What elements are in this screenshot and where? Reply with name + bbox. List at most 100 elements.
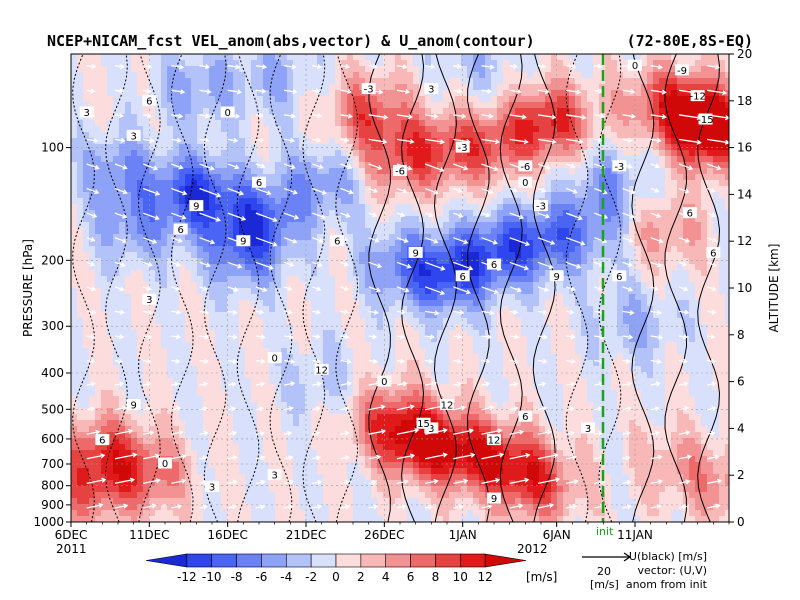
heatmap-cell [155,294,162,301]
heatmap-cell [77,276,84,283]
heatmap-cell [173,156,180,163]
heatmap-cell [389,66,396,73]
heatmap-cell [383,444,390,451]
heatmap-cell [149,132,156,139]
heatmap-cell [365,348,372,355]
heatmap-cell [71,162,78,169]
heatmap-cell [161,330,168,337]
heatmap-cell [95,198,102,205]
heatmap-cell [413,222,420,229]
heatmap-cell [269,462,276,469]
heatmap-cell [431,234,438,241]
heatmap-cell [377,258,384,265]
heatmap-cell [71,360,78,367]
heatmap-cell [83,96,90,103]
heatmap-cell [197,360,204,367]
heatmap-cell [371,306,378,313]
heatmap-cell [107,204,114,211]
heatmap-cell [317,258,324,265]
heatmap-cell [209,414,216,421]
heatmap-cell [179,168,186,175]
heatmap-cell [341,456,348,463]
heatmap-cell [221,306,228,313]
heatmap-cell [83,198,90,205]
heatmap-cell [185,210,192,217]
heatmap-cell [299,390,306,397]
heatmap-cell [419,468,426,475]
heatmap-cell [119,282,126,289]
heatmap-cell [221,378,228,385]
heatmap-cell [311,372,318,379]
heatmap-cell [161,276,168,283]
heatmap-cell [353,324,360,331]
heatmap-cell [89,300,96,307]
heatmap-cell [119,348,126,355]
heatmap-cell [131,210,138,217]
heatmap-cell [287,342,294,349]
heatmap-cell [185,114,192,121]
heatmap-cell [437,84,444,91]
heatmap-cell [185,180,192,187]
heatmap-cell [77,180,84,187]
heatmap-cell [209,294,216,301]
heatmap-cell [257,474,264,481]
heatmap-cell [143,210,150,217]
heatmap-cell [353,78,360,85]
heatmap-cell [185,294,192,301]
heatmap-cell [185,432,192,439]
heatmap-cell [185,156,192,163]
heatmap-cell [221,366,228,373]
heatmap-cell [341,150,348,157]
heatmap-cell [413,366,420,373]
heatmap-cell [173,216,180,223]
heatmap-cell [431,150,438,157]
heatmap-cell [209,96,216,103]
heatmap-cell [185,60,192,67]
heatmap-cell [311,276,318,283]
heatmap-cell [341,156,348,163]
heatmap-cell [125,156,132,163]
heatmap-cell [137,276,144,283]
heatmap-cell [425,306,432,313]
heatmap-cell [95,474,102,481]
heatmap-cell [257,54,264,61]
heatmap-cell [305,408,312,415]
heatmap-cell [221,102,228,109]
heatmap-cell [89,126,96,133]
heatmap-cell [119,480,126,487]
heatmap-cell [437,294,444,301]
heatmap-cell [305,54,312,61]
heatmap-cell [77,216,84,223]
heatmap-cell [395,402,402,409]
heatmap-cell [425,150,432,157]
heatmap-cell [83,228,90,235]
heatmap-cell [395,516,402,522]
heatmap-cell [161,396,168,403]
heatmap-cell [407,162,414,169]
heatmap-cell [143,126,150,133]
heatmap-cell [299,258,306,265]
heatmap-cell [251,342,258,349]
heatmap-cell [377,246,384,253]
heatmap-cell [77,474,84,481]
heatmap-cell [155,126,162,133]
heatmap-cell [275,210,282,217]
heatmap-cell [257,156,264,163]
heatmap-cell [257,126,264,133]
heatmap-cell [185,102,192,109]
heatmap-cell [191,414,198,421]
heatmap-cell [359,282,366,289]
heatmap-cell [311,288,318,295]
heatmap-cell [131,66,138,73]
heatmap-cell [329,186,336,193]
heatmap-cell [185,120,192,127]
heatmap-cell [335,372,342,379]
heatmap-cell [167,162,174,169]
heatmap-cell [251,294,258,301]
heatmap-cell [281,282,288,289]
heatmap-cell [101,234,108,241]
heatmap-cell [449,354,456,361]
heatmap-cell [341,258,348,265]
heatmap-cell [197,222,204,229]
